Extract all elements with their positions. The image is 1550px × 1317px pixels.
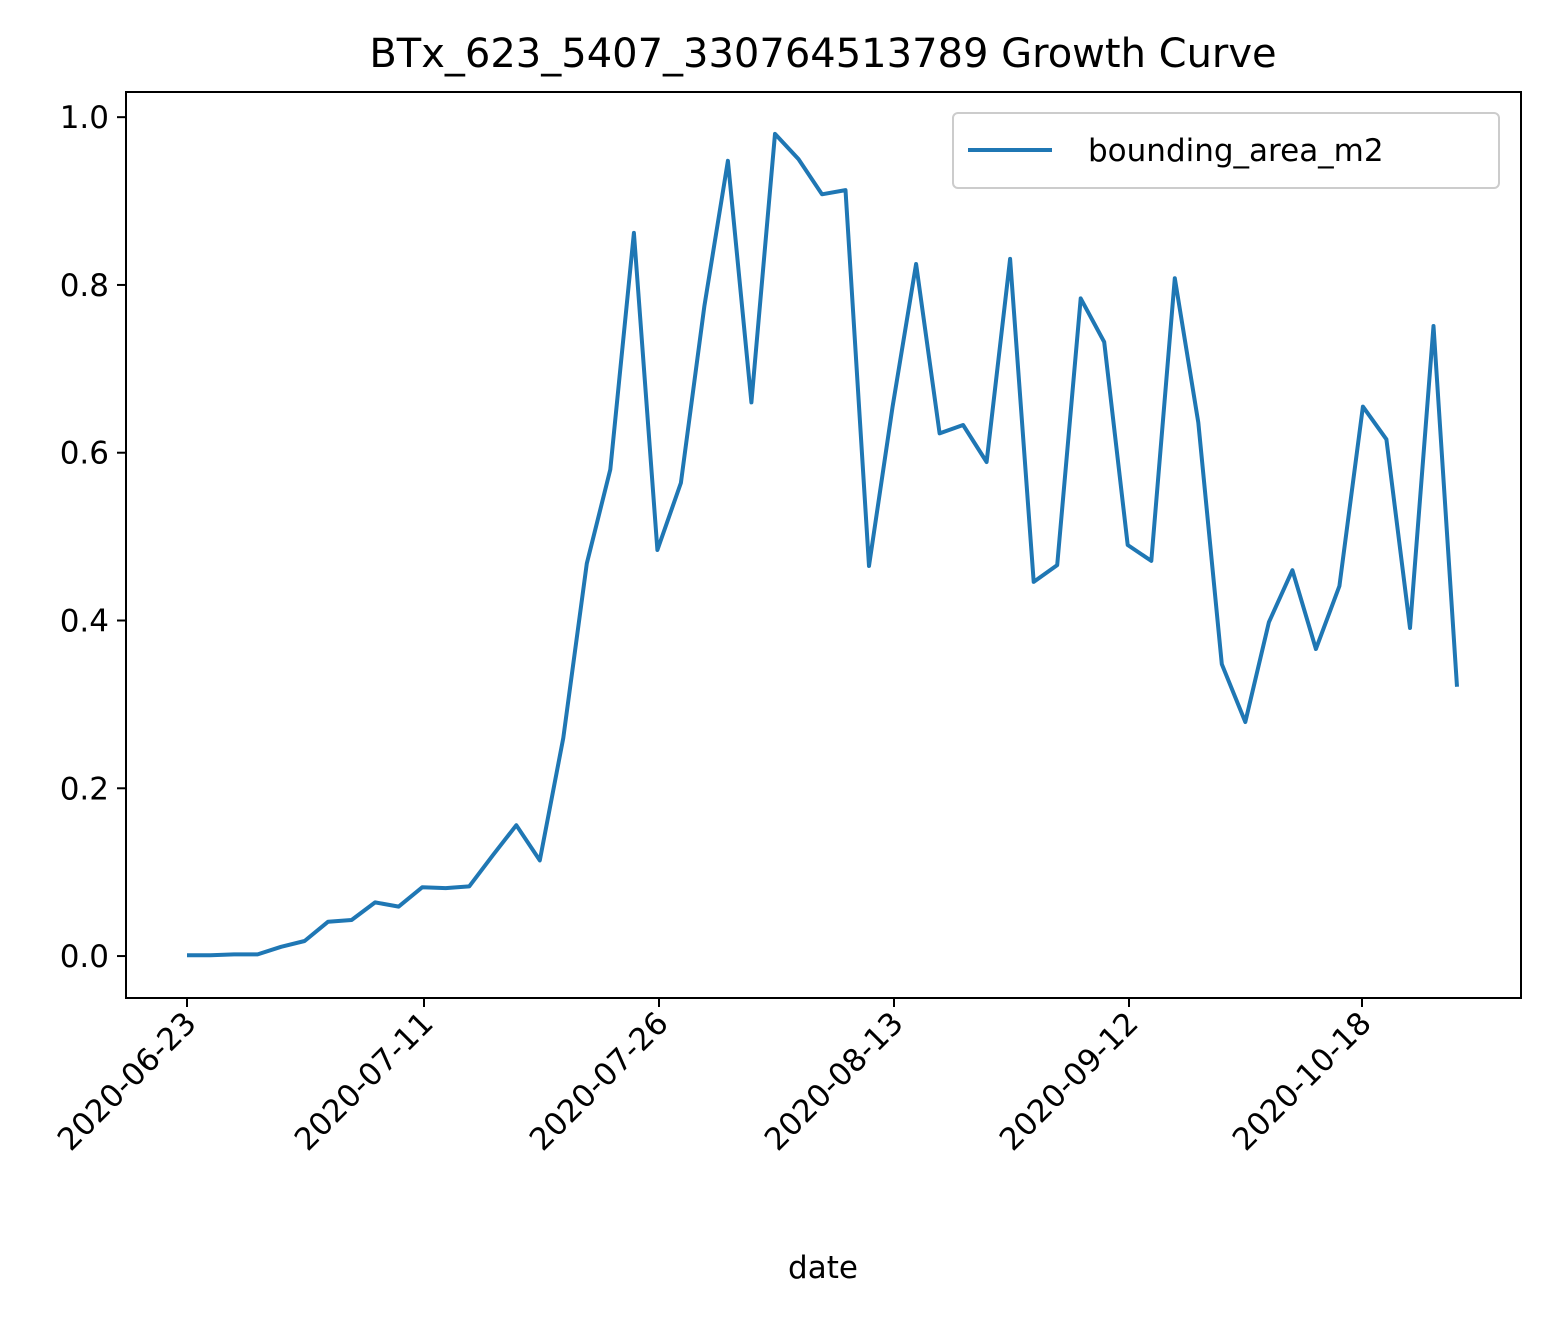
plot-frame	[125, 91, 1522, 999]
y-tick-label: 0.2	[60, 771, 109, 807]
series-line	[187, 131, 1459, 958]
legend-label: bounding_area_m2	[1088, 133, 1384, 169]
legend-box	[952, 112, 1500, 189]
y-tick-label: 0.6	[60, 436, 109, 472]
y-axis-ticks: 0.0 0.2 0.4 0.6 0.8 1.0	[60, 100, 126, 975]
y-tick-label: 1.0	[60, 100, 109, 136]
legend: bounding_area_m2	[952, 112, 1500, 189]
x-axis-label: date	[788, 1250, 858, 1286]
y-tick-label: 0.0	[60, 939, 109, 975]
y-tick-label: 0.4	[60, 604, 109, 640]
y-tick-label: 0.8	[60, 268, 109, 304]
chart-title: BTx_623_5407_330764513789 Growth Curve	[369, 31, 1276, 77]
